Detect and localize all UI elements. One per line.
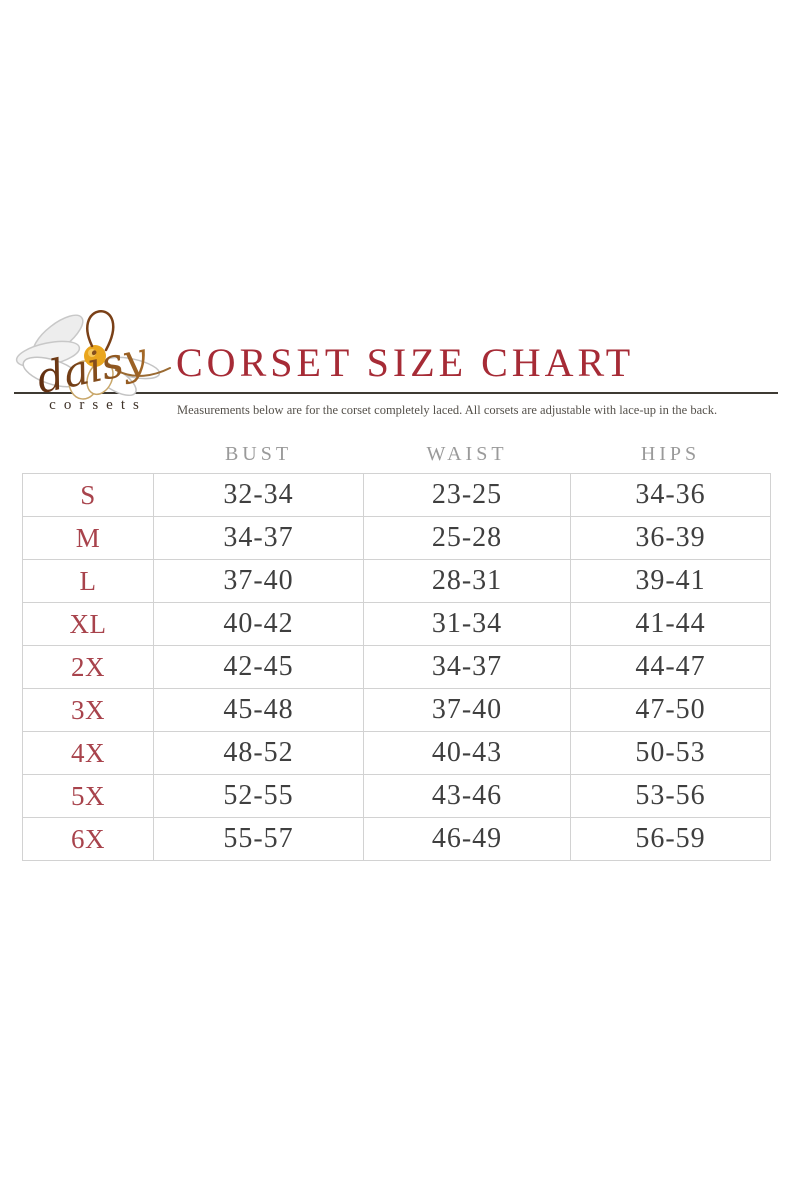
column-header-waist: WAIST bbox=[426, 443, 508, 465]
hips-cell: 34-36 bbox=[570, 473, 771, 517]
column-header-row: BUST WAIST HIPS bbox=[23, 443, 771, 474]
bust-cell: 40-42 bbox=[153, 602, 364, 646]
table-row: S 32-34 23-25 34-36 bbox=[22, 473, 771, 517]
size-cell: 4X bbox=[22, 731, 154, 775]
hips-cell: 56-59 bbox=[570, 817, 771, 861]
size-cell: L bbox=[22, 559, 154, 603]
hips-cell: 50-53 bbox=[570, 731, 771, 775]
waist-cell: 46-49 bbox=[363, 817, 571, 861]
table-row: M 34-37 25-28 36-39 bbox=[22, 516, 771, 560]
bust-cell: 45-48 bbox=[153, 688, 364, 732]
bust-cell: 52-55 bbox=[153, 774, 364, 818]
hips-cell: 41-44 bbox=[570, 602, 771, 646]
bust-cell: 37-40 bbox=[153, 559, 364, 603]
bust-cell: 34-37 bbox=[153, 516, 364, 560]
hips-cell: 44-47 bbox=[570, 645, 771, 689]
size-chart-table: BUST WAIST HIPS S 32-34 23-25 34-36 M 34… bbox=[22, 443, 771, 861]
tagline: Measurements below are for the corset co… bbox=[177, 403, 718, 417]
waist-cell: 37-40 bbox=[363, 688, 571, 732]
daisy-flower-icon: daisy bbox=[15, 310, 171, 400]
bust-cell: 42-45 bbox=[153, 645, 364, 689]
hips-cell: 47-50 bbox=[570, 688, 771, 732]
page-title: CORSET SIZE CHART bbox=[176, 340, 635, 385]
size-cell: 2X bbox=[22, 645, 154, 689]
waist-cell: 28-31 bbox=[363, 559, 571, 603]
waist-cell: 31-34 bbox=[363, 602, 571, 646]
table-row: 2X 42-45 34-37 44-47 bbox=[22, 645, 771, 689]
table-row: XL 40-42 31-34 41-44 bbox=[22, 602, 771, 646]
size-cell: 5X bbox=[22, 774, 154, 818]
hips-cell: 36-39 bbox=[570, 516, 771, 560]
brand-corsets-label: corsets bbox=[49, 397, 147, 413]
bust-cell: 48-52 bbox=[153, 731, 364, 775]
table-row: L 37-40 28-31 39-41 bbox=[22, 559, 771, 603]
column-header-bust: BUST bbox=[224, 443, 293, 465]
table-row: 3X 45-48 37-40 47-50 bbox=[22, 688, 771, 732]
bust-cell: 55-57 bbox=[153, 817, 364, 861]
table-row: 4X 48-52 40-43 50-53 bbox=[22, 731, 771, 775]
waist-cell: 34-37 bbox=[363, 645, 571, 689]
table-row: 6X 55-57 46-49 56-59 bbox=[22, 817, 771, 861]
column-header-hips: HIPS bbox=[640, 443, 701, 465]
hips-cell: 39-41 bbox=[570, 559, 771, 603]
waist-cell: 25-28 bbox=[363, 516, 571, 560]
size-cell: 3X bbox=[22, 688, 154, 732]
size-cell: M bbox=[22, 516, 154, 560]
table-row: 5X 52-55 43-46 53-56 bbox=[22, 774, 771, 818]
hips-cell: 53-56 bbox=[570, 774, 771, 818]
waist-cell: 23-25 bbox=[363, 473, 571, 517]
size-cell: 6X bbox=[22, 817, 154, 861]
daisy-corsets-logo: daisy corsets bbox=[12, 296, 177, 426]
header-divider bbox=[14, 392, 778, 394]
bust-cell: 32-34 bbox=[153, 473, 364, 517]
size-cell: XL bbox=[22, 602, 154, 646]
waist-cell: 40-43 bbox=[363, 731, 571, 775]
size-cell: S bbox=[22, 473, 154, 517]
size-chart-table-wrap: BUST WAIST HIPS S 32-34 23-25 34-36 M 34… bbox=[22, 443, 771, 861]
waist-cell: 43-46 bbox=[363, 774, 571, 818]
column-header-corner bbox=[23, 443, 154, 474]
